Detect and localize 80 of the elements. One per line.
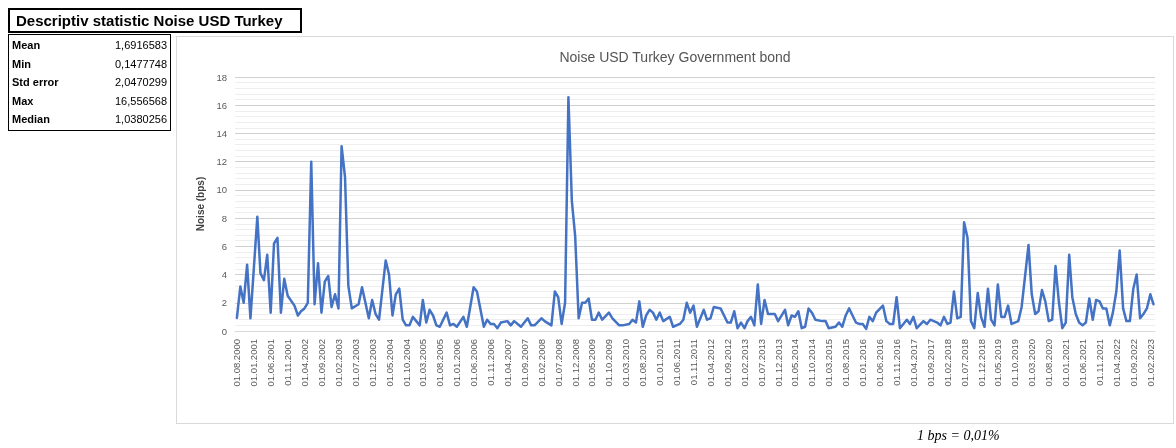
x-tick-label: 01.01.2021 [1060,339,1072,387]
x-tick-label: 01.12.2008 [569,339,581,387]
x-tick-label: 01.11.2006 [485,339,497,386]
x-tick-label: 01.05.2019 [992,339,1004,387]
y-tick-label: 4 [221,269,227,281]
x-tick-label: 01.01.2011 [654,339,666,386]
x-tick-label: 01.05.2014 [789,339,801,387]
x-tick-label: 01.04.2022 [1110,339,1122,387]
x-tick-label: 01.01.2016 [857,339,869,387]
x-tick-label: 01.12.2003 [366,339,378,387]
text: 2,0470299 [115,75,167,90]
x-tick-label: 01.08.2010 [637,339,649,387]
x-tick-label: 01.12.2018 [975,339,987,387]
text: Min [12,56,31,72]
x-tick-label: 01.02.2018 [941,339,953,387]
x-tick-label: 01.10.2004 [400,339,412,387]
y-tick-label: 18 [216,71,227,83]
line-series [235,96,1155,331]
x-tick-label: 01.10.2014 [806,339,818,387]
x-tick-label: 01.09.2017 [924,339,936,387]
x-tick-label: 01.04.2017 [907,339,919,387]
text: Std error [12,75,59,90]
y-tick-label: 14 [216,127,227,139]
x-tick-label: 01.06.2001 [265,339,277,387]
x-tick-label: 01.07.2018 [958,339,970,387]
text: 1,0380256 [115,112,167,127]
y-axis-title: Noise (bps) [194,176,206,232]
text: 1 bps = 0,01% [917,427,1000,444]
x-tick-label: 01.06.2016 [874,339,886,387]
x-tick-label: 01.06.2021 [1077,339,1089,387]
x-tick-label: 01.08.2000 [231,339,243,387]
chart-title: Noise USD Turkey Government bond [559,49,791,65]
text: 1,6916583 [115,38,167,53]
x-tick-label: 01.02.2008 [535,339,547,387]
x-tick-label: 01.04.2007 [501,339,513,387]
text: Max [12,93,34,109]
x-tick-label: 01.11.2001 [282,339,294,386]
x-tick-label: 01.08.2020 [1043,339,1055,387]
text: 0,1477748 [115,56,167,72]
x-tick-label: 01.09.2002 [315,339,327,387]
x-tick-label: 01.09.2022 [1127,339,1139,387]
y-tick-label: 2 [221,297,227,309]
y-tick-label: 10 [216,184,227,196]
x-tick-label: 01.08.2005 [434,339,446,387]
x-tick-label: 01.05.2009 [586,339,598,387]
text: 16,556568 [115,93,167,109]
y-tick-label: 6 [221,240,227,252]
x-tick-label: 01.04.2002 [298,339,310,387]
x-tick-label: 01.11.2011 [688,339,700,386]
x-tick-label: 01.02.2023 [1144,339,1156,387]
y-tick-label: 0 [221,325,227,337]
x-tick-label: 01.09.2007 [518,339,530,387]
x-tick-label: 01.07.2008 [552,339,564,387]
x-tick-label: 01.12.2013 [772,339,784,387]
text: Median [12,112,50,127]
x-tick-label: 01.01.2001 [248,339,260,387]
x-tick-label: 01.03.2005 [417,339,429,387]
text: Descriptiv statistic Noise USD Turkey [8,8,302,33]
x-tick-label: 01.07.2003 [349,339,361,387]
x-tick-label: 01.11.2016 [891,339,903,386]
x-tick-label: 01.06.2011 [671,339,683,386]
x-tick-label: 01.04.2012 [704,339,716,387]
x-tick-label: 01.07.2013 [755,339,767,387]
x-tick-label: 01.10.2009 [603,339,615,387]
x-tick-label: 01.08.2015 [840,339,852,387]
x-tick-label: 01.10.2019 [1009,339,1021,387]
y-tick-label: 16 [216,99,227,111]
x-tick-label: 01.03.2015 [823,339,835,387]
x-tick-label: 01.01.2006 [451,339,463,387]
x-tick-label: 01.02.2003 [332,339,344,387]
x-tick-label: 01.02.2013 [738,339,750,387]
text: Mean [12,38,41,53]
x-tick-label: 01.11.2021 [1094,339,1106,386]
x-tick-label: 01.03.2010 [620,339,632,387]
x-tick-label: 01.06.2006 [468,339,480,387]
x-tick-label: 01.03.2020 [1026,339,1038,387]
x-tick-label: 01.09.2012 [721,339,733,387]
y-tick-label: 8 [221,212,227,224]
y-tick-label: 12 [216,156,227,168]
x-tick-label: 01.05.2004 [383,339,395,387]
